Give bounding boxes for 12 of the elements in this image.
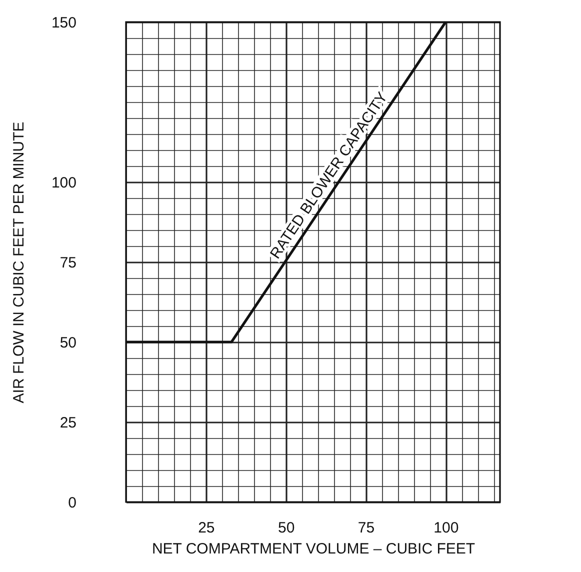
x-tick-label: 50 bbox=[278, 520, 295, 536]
y-axis-title: AIR FLOW IN CUBIC FEET PER MINUTE bbox=[10, 122, 28, 404]
y-tick-label: 75 bbox=[60, 254, 76, 272]
x-tick-label: 100 bbox=[434, 520, 459, 536]
y-tick-label: 50 bbox=[60, 334, 76, 352]
x-tick-label: 75 bbox=[358, 520, 375, 536]
y-tick-label: 100 bbox=[51, 174, 76, 192]
y-tick-label: 0 bbox=[68, 494, 76, 512]
y-tick-label: 25 bbox=[60, 414, 76, 432]
y-tick-label: 150 bbox=[51, 14, 76, 32]
x-axis-title: NET COMPARTMENT VOLUME – CUBIC FEET bbox=[152, 540, 476, 558]
x-tick-label: 25 bbox=[198, 520, 215, 536]
